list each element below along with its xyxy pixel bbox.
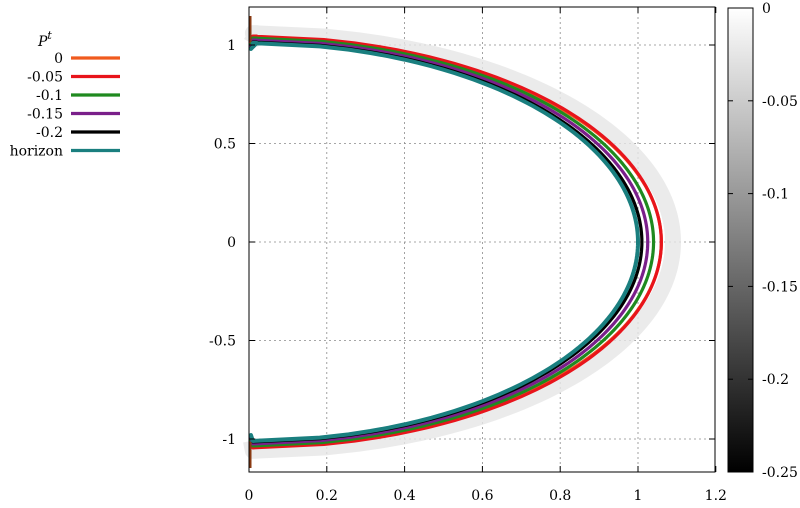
legend-label: -0.15 xyxy=(27,107,63,123)
colorbar-tick-label: -0.05 xyxy=(762,94,798,110)
legend-title: Pt xyxy=(37,29,52,50)
series-line-3 xyxy=(249,38,650,446)
y-tick-label: -0.5 xyxy=(209,334,236,350)
legend-label: horizon xyxy=(10,144,63,160)
shadow-band xyxy=(243,25,682,459)
legend-label: -0.1 xyxy=(36,88,63,104)
legend: Pt 0 -0.05 -0.1 -0.15 -0.2 horizon xyxy=(10,29,120,160)
x-tick-label: 0.2 xyxy=(316,488,338,504)
colorbar-tick-label: -0.2 xyxy=(762,372,789,388)
y-tick-label: -1 xyxy=(222,432,236,448)
series-lines xyxy=(243,16,682,468)
colorbar-tick-label: -0.25 xyxy=(762,465,798,481)
x-tick-label: 1.2 xyxy=(705,488,727,504)
legend-label: 0 xyxy=(54,51,63,67)
legend-title-base: P xyxy=(37,34,48,50)
series-line-1 xyxy=(249,34,663,450)
series-line-5 xyxy=(248,41,640,443)
x-tick-label: 0.6 xyxy=(471,488,493,504)
series-line-2 xyxy=(249,36,656,448)
y-tick-label: 0.5 xyxy=(214,137,236,153)
x-tick-label: 1 xyxy=(634,488,643,504)
x-tick-label: 0 xyxy=(245,488,254,504)
colorbar-frame xyxy=(727,7,754,473)
legend-title-sup: t xyxy=(47,29,52,42)
colorbar-gradient xyxy=(728,8,753,472)
x-tick-label: 0.4 xyxy=(393,488,415,504)
legend-label: -0.05 xyxy=(27,70,63,86)
colorbar-tick-label: -0.15 xyxy=(762,279,798,295)
colorbar-tick-label: -0.1 xyxy=(762,187,789,203)
y-tick-label: 1 xyxy=(227,38,236,54)
colorbar: 0 -0.05 -0.1 -0.15 -0.2 -0.25 xyxy=(727,1,798,481)
colorbar-tick-label: 0 xyxy=(762,1,771,17)
x-tick-label: 0.8 xyxy=(549,488,571,504)
axes: 0 0.2 0.4 0.6 0.8 1 1.2 1 0.5 0 -0.5 -1 xyxy=(209,6,727,504)
legend-label: -0.2 xyxy=(36,125,63,141)
y-tick-label: 0 xyxy=(227,235,236,251)
